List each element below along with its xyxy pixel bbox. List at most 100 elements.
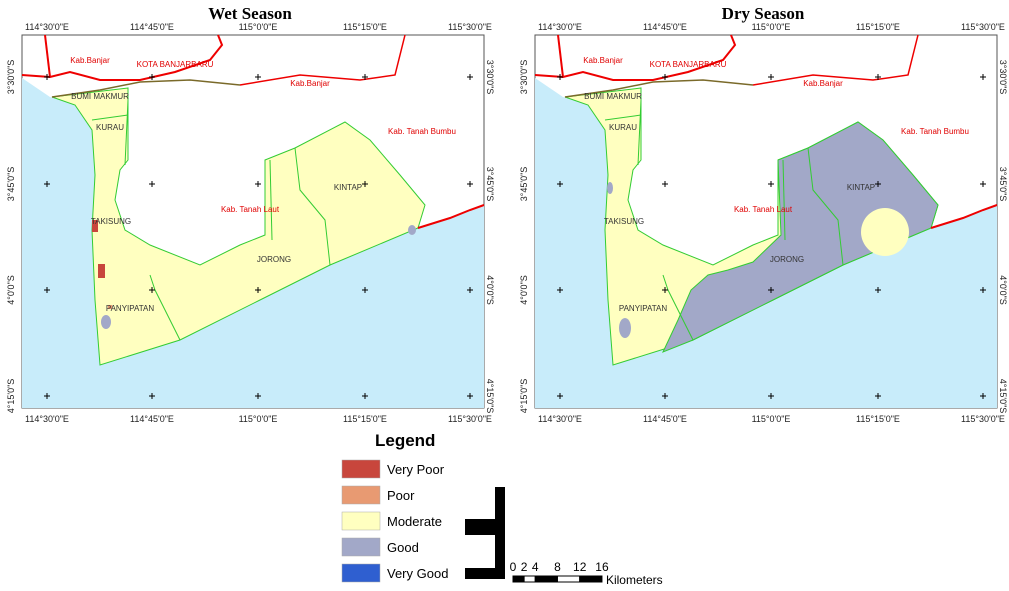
x-coord-label: 115°15'0"E bbox=[856, 414, 900, 424]
scale-tick-label: 4 bbox=[532, 560, 539, 574]
y-coord-label: 4°15'0"S bbox=[519, 379, 529, 414]
grid-cross bbox=[44, 181, 50, 187]
regency-boundary bbox=[21, 34, 224, 81]
grid-cross bbox=[557, 181, 563, 187]
moderate-zone bbox=[861, 208, 909, 256]
legend-label: Very Good bbox=[387, 566, 448, 581]
north-arrow bbox=[465, 487, 505, 579]
place-label: JORONG bbox=[770, 255, 804, 264]
regency-boundary bbox=[534, 34, 737, 81]
x-coord-label: 115°0'0"E bbox=[239, 414, 278, 424]
place-label: TAKISUNG bbox=[604, 217, 644, 226]
map-panel: Dry Season 114°30'0"E 114°30'0"E 114°45'0"E… bbox=[519, 4, 1008, 424]
good-patch bbox=[619, 318, 631, 338]
legend-swatch bbox=[341, 485, 381, 505]
legend-label: Very Poor bbox=[387, 462, 445, 477]
grid-cross bbox=[557, 287, 563, 293]
x-coord-label: 115°0'0"E bbox=[752, 414, 791, 424]
scale-segment bbox=[556, 575, 581, 583]
place-label: KOTA BANJARBARU bbox=[137, 60, 214, 69]
district-boundary bbox=[807, 147, 844, 266]
district-boundary bbox=[294, 147, 331, 266]
regency-boundary bbox=[752, 34, 919, 86]
x-coord-label: 114°30'0"E bbox=[25, 22, 69, 32]
regency-boundary bbox=[44, 34, 51, 78]
x-coord-label: 115°15'0"E bbox=[856, 22, 900, 32]
district-boundary bbox=[782, 159, 786, 241]
grid-cross bbox=[768, 181, 774, 187]
grid-cross bbox=[467, 287, 473, 293]
place-label: BUMI MAKMUR bbox=[584, 92, 642, 101]
x-coord-label: 114°45'0"E bbox=[130, 22, 174, 32]
legend-label: Good bbox=[387, 540, 419, 555]
legend-swatch bbox=[341, 511, 381, 531]
coast-boundary bbox=[51, 79, 241, 98]
good-patch bbox=[408, 225, 416, 235]
grid-cross bbox=[662, 287, 668, 293]
x-coord-label: 115°30'0"E bbox=[961, 22, 1005, 32]
grid-cross bbox=[875, 181, 881, 187]
place-label: Kab.Banjar bbox=[803, 79, 843, 88]
place-label: PANYIPATAN bbox=[619, 304, 668, 313]
grid-cross bbox=[980, 74, 986, 80]
legend-label: Moderate bbox=[387, 514, 442, 529]
grid-cross bbox=[149, 393, 155, 399]
x-coord-label: 114°45'0"E bbox=[643, 414, 687, 424]
map-panel: Wet Season 114°30'0"E 114°30'0"E 114°45'0"E… bbox=[6, 4, 495, 424]
grid-cross bbox=[44, 74, 50, 80]
scale-segment bbox=[534, 575, 558, 583]
study-area bbox=[51, 87, 426, 366]
legend-swatch bbox=[341, 459, 381, 479]
grid-cross bbox=[875, 287, 881, 293]
scale-tick-label: 12 bbox=[573, 560, 587, 574]
legend-title: Legend bbox=[375, 431, 435, 450]
legend-swatch bbox=[341, 563, 381, 583]
grid-cross bbox=[149, 181, 155, 187]
place-label: KINTAP bbox=[334, 183, 362, 192]
coast-boundary bbox=[564, 79, 754, 98]
place-label: PANYIPATAN bbox=[106, 304, 155, 313]
x-coord-label: 114°45'0"E bbox=[130, 414, 174, 424]
place-label: KINTAP bbox=[847, 183, 875, 192]
grid-cross bbox=[149, 74, 155, 80]
x-coord-label: 115°0'0"E bbox=[752, 22, 791, 32]
y-coord-label: 3°30'0"S bbox=[519, 60, 529, 95]
scale-segment bbox=[579, 575, 603, 583]
regency-boundary bbox=[930, 204, 998, 229]
grid-cross bbox=[768, 393, 774, 399]
scale-segment bbox=[512, 575, 525, 583]
regency-boundary bbox=[557, 34, 564, 78]
x-coord-label: 114°30'0"E bbox=[538, 414, 582, 424]
grid-cross bbox=[980, 393, 986, 399]
grid-cross bbox=[44, 393, 50, 399]
y-coord-label: 4°15'0"S bbox=[998, 379, 1008, 414]
x-coord-label: 115°0'0"E bbox=[239, 22, 278, 32]
grid-cross bbox=[980, 181, 986, 187]
x-coord-label: 114°30'0"E bbox=[538, 22, 582, 32]
grid-cross bbox=[875, 393, 881, 399]
x-coord-label: 114°45'0"E bbox=[643, 22, 687, 32]
y-coord-label: 3°30'0"S bbox=[6, 60, 16, 95]
poor-patch bbox=[108, 305, 112, 309]
scale-tick-label: 16 bbox=[595, 560, 609, 574]
good-zone bbox=[662, 121, 939, 353]
regency-boundary bbox=[417, 204, 485, 229]
x-coord-label: 115°15'0"E bbox=[343, 414, 387, 424]
regency-boundary bbox=[239, 34, 406, 86]
y-coord-label: 4°15'0"S bbox=[485, 379, 495, 414]
grid-cross bbox=[149, 287, 155, 293]
good-patch bbox=[607, 182, 613, 194]
x-coord-label: 115°15'0"E bbox=[343, 22, 387, 32]
grid-cross bbox=[662, 181, 668, 187]
place-label: JORONG bbox=[257, 255, 291, 264]
grid-cross bbox=[255, 181, 261, 187]
grid-cross bbox=[768, 287, 774, 293]
grid-cross bbox=[255, 393, 261, 399]
y-coord-label: 3°45'0"S bbox=[519, 167, 529, 202]
grid-cross bbox=[557, 393, 563, 399]
y-coord-label: 3°45'0"S bbox=[998, 167, 1008, 202]
good-patch bbox=[101, 315, 111, 329]
place-label: Kab.Banjar bbox=[70, 56, 110, 65]
grid-cross bbox=[44, 287, 50, 293]
y-coord-label: 4°0'0"S bbox=[6, 275, 16, 305]
